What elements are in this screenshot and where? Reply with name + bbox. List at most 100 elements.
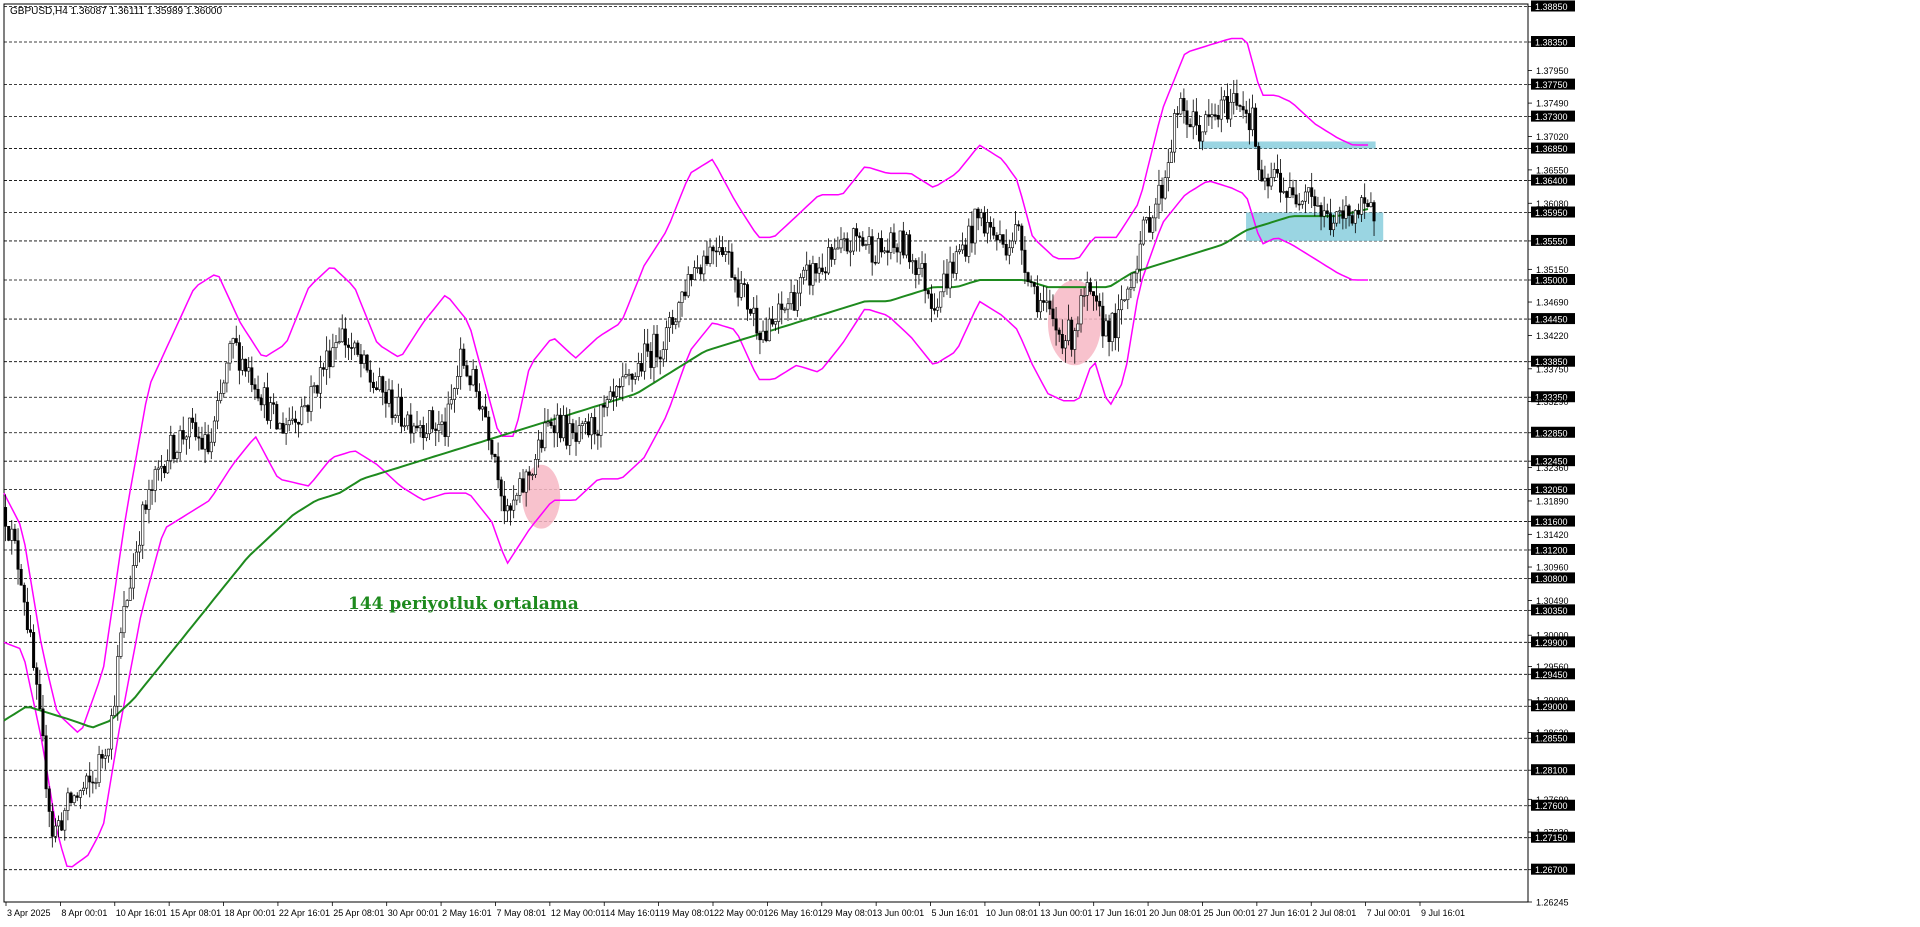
candle-body — [505, 505, 509, 512]
time-axis: 3 Apr 2025 8 Apr 00:01 10 Apr 16:01 15 Apr … — [5, 902, 1465, 918]
candle-body — [1207, 114, 1211, 118]
price-tag — [1531, 732, 1575, 744]
price-tag — [1531, 142, 1575, 154]
candle-body — [1091, 291, 1095, 297]
candle-body — [708, 246, 712, 264]
candle-body — [1001, 234, 1005, 245]
candle-body — [1104, 320, 1108, 337]
candle-body — [936, 306, 940, 311]
candle-body — [200, 437, 204, 450]
candle-body — [574, 432, 578, 442]
candle-body — [833, 248, 837, 260]
candle-body — [278, 422, 282, 430]
candle-body — [858, 235, 862, 238]
candle-body — [13, 528, 17, 541]
candle-body — [568, 423, 572, 446]
candle-body — [920, 263, 924, 269]
candle-body — [1360, 197, 1364, 215]
time-tick-label: 2 May 16:01 — [442, 908, 492, 918]
candle-body — [53, 825, 57, 837]
price-tag-label: 1.36850 — [1535, 144, 1568, 154]
candle-body — [1054, 318, 1058, 331]
candle-body — [1313, 196, 1317, 207]
candle-body — [599, 404, 603, 436]
candle-body — [381, 376, 385, 393]
candle-body — [1067, 319, 1071, 342]
candle-body — [995, 234, 999, 241]
candle-body — [998, 234, 1002, 241]
candle-body — [1356, 210, 1360, 215]
candle-body — [284, 424, 288, 434]
candle-body — [474, 369, 478, 392]
candle-body — [742, 283, 746, 285]
candle-body — [1247, 113, 1251, 131]
price-tag-label: 1.33850 — [1535, 357, 1568, 367]
candle-body — [724, 251, 728, 255]
candle-body — [1073, 330, 1077, 350]
candle-body — [786, 303, 790, 310]
candle-body — [948, 261, 952, 289]
candle-body — [546, 421, 550, 424]
time-tick-label: 22 Apr 16:01 — [279, 908, 330, 918]
candle-body — [471, 369, 475, 386]
candle-body — [57, 820, 61, 827]
candle-body — [618, 386, 622, 388]
candle-body — [418, 425, 422, 429]
candle-body — [777, 303, 781, 322]
candle-body — [552, 425, 556, 434]
candle-body — [1026, 272, 1030, 282]
candle-body — [758, 332, 762, 341]
candle-body — [633, 376, 637, 380]
candle-body — [134, 551, 138, 566]
price-tag-label: 1.31200 — [1535, 545, 1568, 555]
candle-body — [353, 342, 357, 349]
candle-body — [736, 279, 740, 298]
candle-body — [761, 330, 765, 341]
candle-body — [1138, 243, 1142, 270]
candle-body — [490, 439, 494, 455]
candle-body — [1017, 224, 1021, 227]
candle-body — [122, 606, 126, 634]
candle-body — [1113, 312, 1117, 339]
price-tag — [1531, 515, 1575, 527]
price-tag-label: 1.35550 — [1535, 236, 1568, 246]
candle-body — [861, 237, 865, 246]
candle-body — [22, 584, 26, 603]
ma-annotation: 144 periyotluk ortalama — [348, 594, 579, 614]
candle-body — [1272, 169, 1276, 178]
bollinger-lower — [3, 180, 1368, 868]
candle-body — [839, 239, 843, 249]
price-tick-label: 1.31420 — [1536, 530, 1569, 540]
candle-body — [78, 790, 82, 798]
candle-body — [1216, 115, 1220, 120]
candle-body — [94, 782, 98, 784]
candle-body — [692, 267, 696, 281]
candle-body — [605, 399, 609, 408]
candle-body — [1303, 191, 1307, 202]
candle-body — [964, 244, 968, 257]
candle-body — [1275, 169, 1279, 174]
candle-body — [939, 291, 943, 308]
candle-body — [1079, 295, 1083, 325]
candle-body — [649, 351, 653, 368]
candle-body — [621, 376, 625, 387]
candle-body — [611, 391, 615, 397]
candle-body — [608, 391, 612, 400]
price-tag — [1531, 636, 1575, 648]
candle-body — [1338, 210, 1342, 213]
candle-body — [705, 255, 709, 264]
price-tag — [1531, 234, 1575, 246]
candle-body — [674, 321, 678, 325]
candle-body — [1307, 187, 1311, 193]
candle-body — [141, 504, 145, 546]
time-tick-label: 7 Jul 00:01 — [1367, 908, 1411, 918]
candle-body — [100, 754, 104, 759]
candle-body — [1353, 210, 1357, 224]
candle-body — [830, 247, 834, 260]
price-tag — [1531, 572, 1575, 584]
candle-body — [1244, 109, 1248, 114]
candle-body — [35, 667, 39, 685]
candle-body — [627, 373, 631, 376]
